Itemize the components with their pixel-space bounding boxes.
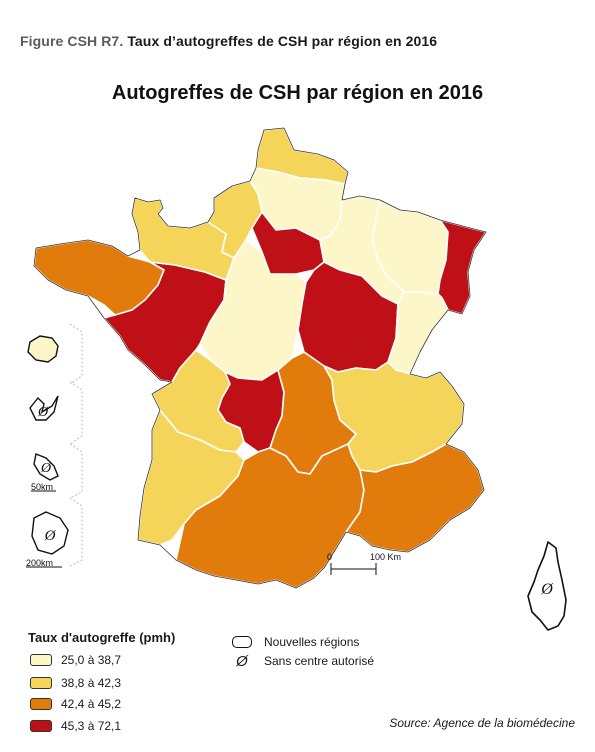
key-no-centre-label: Sans centre autorisé xyxy=(264,654,375,668)
legend-swatch xyxy=(30,720,52,732)
legend-label: 38,8 à 42,3 xyxy=(61,676,122,690)
legend-label: 25,0 à 38,7 xyxy=(61,653,122,667)
legend-swatch xyxy=(30,654,52,666)
martinique-no-centre-symbol: Ø xyxy=(40,461,52,476)
legend-title: Taux d'autogreffe (pmh) xyxy=(28,630,176,645)
mainland-outline xyxy=(33,127,487,589)
guadeloupe-no-centre-symbol: Ø xyxy=(37,405,49,420)
legend-item-class-2: 38,8 à 42,3 xyxy=(30,674,121,692)
legend-swatch xyxy=(30,698,52,710)
key-no-centre: Ø Sans centre autorisé xyxy=(232,652,374,670)
inset-frame-2 xyxy=(69,381,83,445)
key-new-regions: Nouvelles régions xyxy=(232,633,359,651)
legend-item-class-3: 42,4 à 45,2 xyxy=(30,695,121,713)
scale-end-label: 100 Km xyxy=(370,552,401,562)
legend-item-class-4: 45,3 à 72,1 xyxy=(30,717,121,735)
figure-caption: Figure CSH R7. Taux d’autogreffes de CSH… xyxy=(20,33,437,49)
inset-frame-4 xyxy=(69,497,83,567)
reunion-island xyxy=(27,335,59,363)
no-centre-symbol: Ø xyxy=(236,652,248,670)
inset-frame-3 xyxy=(69,443,83,499)
legend-item-class-1: 25,0 à 38,7 xyxy=(30,651,121,669)
overseas-insets: Ø Ø 50km Ø 200km xyxy=(26,323,83,568)
map-title: Autogreffes de CSH par région en 2016 xyxy=(111,82,484,104)
guadeloupe-island xyxy=(29,395,59,421)
legend-label: 42,4 à 45,2 xyxy=(61,697,122,711)
scale-200km-label: 200km xyxy=(26,558,53,568)
figure-number: Figure CSH R7. xyxy=(20,33,124,49)
key-new-regions-label: Nouvelles régions xyxy=(264,635,360,649)
legend-label: 45,3 à 72,1 xyxy=(61,719,122,733)
guyane-no-centre-symbol: Ø xyxy=(44,528,57,544)
inset-frame-1 xyxy=(69,323,83,385)
corsica-outline xyxy=(527,541,567,631)
region-outline-symbol xyxy=(232,636,252,648)
scale-start-label: 0 xyxy=(327,552,332,562)
legend-swatch xyxy=(30,677,52,689)
guyane-territory xyxy=(31,511,69,555)
corsica-no-centre-symbol: Ø xyxy=(540,581,554,598)
figure-caption-text: Taux d’autogreffes de CSH par région en … xyxy=(127,33,438,49)
martinique-island xyxy=(33,453,59,481)
scale-50km-label: 50km xyxy=(31,482,53,492)
source-note: Source: Agence de la biomédecine xyxy=(389,716,575,730)
main-scale-bar: 0 100 Km xyxy=(327,552,401,575)
